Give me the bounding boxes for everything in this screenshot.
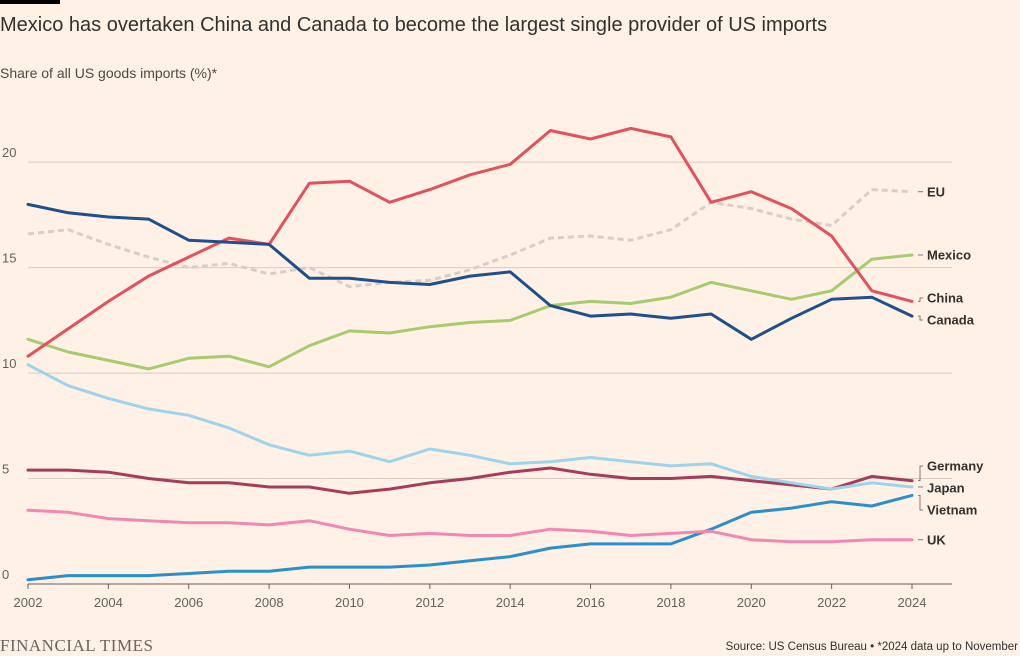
x-tick-label: 2002 [14,595,43,610]
series-labels: EU Mexico China Canada Germany Japan Vietnam UK [918,185,984,548]
x-tick-label: 2014 [496,595,525,610]
series-label-germany: Germany [927,459,984,474]
x-tick-label: 2022 [817,595,846,610]
series-lines [26,126,914,582]
x-tick-label: 2004 [94,595,123,610]
brand-bar [0,0,60,4]
series-label-canada: Canada [927,313,975,328]
series-label-uk: UK [927,533,946,548]
y-tick-label: 5 [2,462,9,477]
x-tick-label: 2024 [898,595,927,610]
series-label-mexico: Mexico [927,248,971,263]
y-tick-label: 10 [2,356,16,371]
series-line-uk [26,508,914,544]
y-tick-label: 15 [2,251,16,266]
label-connector [918,494,923,511]
gridlines [28,161,952,585]
label-connector [918,315,923,321]
y-axis-tick-labels: 0 5 10 15 20 [2,145,16,582]
chart-subtitle: Share of all US goods imports (%)* [0,65,218,81]
x-tick-label: 2018 [656,595,685,610]
series-line-canada [26,202,914,341]
y-tick-label: 0 [2,567,9,582]
series-label-china: China [927,291,964,306]
chart-title: Mexico has overtaken China and Canada to… [0,14,828,36]
series-line-japan [26,363,914,491]
y-tick-label: 20 [2,145,16,160]
series-line-china [26,126,914,358]
series-label-japan: Japan [927,481,965,496]
series-label-vietnam: Vietnam [927,503,977,518]
series-line-mexico [26,253,914,371]
x-tick-label: 2010 [335,595,364,610]
label-connector [918,297,923,302]
x-tick-label: 2016 [576,595,605,610]
x-tick-label: 2006 [174,595,203,610]
label-connector [918,465,923,482]
series-label-eu: EU [927,185,945,200]
series-line-germany [26,466,914,495]
x-tick-label: 2008 [255,595,284,610]
x-tick-label: 2012 [415,595,444,610]
x-tick-label: 2020 [737,595,766,610]
x-axis: 2002 2004 2006 2008 2010 2012 2014 2016 2018 2020… [14,584,927,610]
financial-times-logo: FINANCIAL TIMES [0,636,154,655]
source-note: Source: US Census Bureau • *2024 data up… [725,641,1018,653]
series-line-vietnam [26,493,914,582]
